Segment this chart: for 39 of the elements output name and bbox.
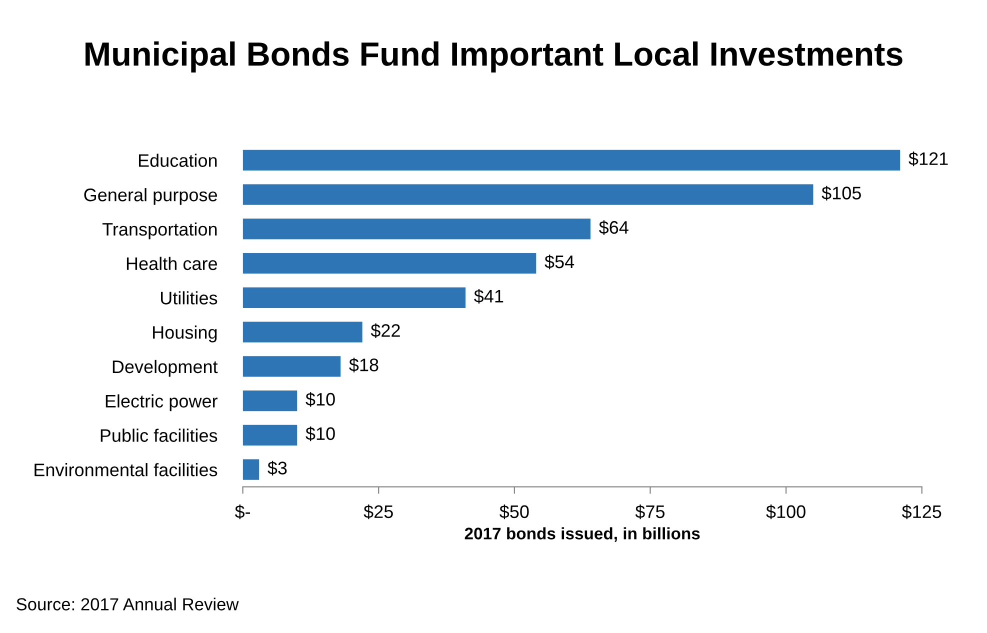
y-tick-label: Housing [153, 326, 217, 342]
data-label: $18 [349, 358, 378, 372]
y-tick-label: Health care [126, 256, 218, 270]
data-label: $54 [544, 254, 574, 270]
data-label: $22 [370, 323, 400, 338]
x-axis-title: 2017 bonds issued, in billions [464, 527, 700, 542]
y-tick-label: Public facilities [100, 428, 218, 442]
y-tick-label: Development [112, 360, 218, 377]
data-label: $3 [268, 460, 287, 476]
x-tick-label: $25 [364, 504, 393, 520]
y-tick-label: Environmental facilities [34, 463, 218, 476]
bar [242, 184, 814, 205]
y-tick-label: Education [138, 154, 217, 167]
y-tick-label: General purpose [84, 188, 218, 205]
data-label: $105 [822, 186, 861, 201]
data-label: $41 [474, 289, 504, 304]
bar [242, 150, 900, 171]
bar [242, 287, 466, 308]
bar [242, 459, 260, 480]
x-tick-label: $125 [902, 504, 942, 520]
data-label: $10 [306, 426, 335, 442]
data-label: $64 [599, 220, 628, 235]
chart-title: Municipal Bonds Fund Important Local Investments [86, 41, 902, 73]
bar [242, 253, 536, 274]
x-tick-label: $75 [635, 504, 665, 520]
bar [242, 424, 298, 446]
x-tick-label: $100 [766, 504, 806, 520]
bar [242, 322, 362, 342]
source-note: Source: 2017 Annual Review [16, 598, 239, 610]
bar [242, 356, 341, 377]
bar [242, 218, 590, 240]
data-label: $121 [908, 152, 948, 166]
y-tick-label: Utilities [161, 291, 218, 304]
data-label: $10 [306, 392, 335, 407]
y-tick-label: Electric power [106, 394, 218, 412]
x-tick-label: $- [234, 504, 250, 520]
x-tick-label: $50 [500, 504, 529, 520]
bar [242, 390, 298, 412]
y-tick-label: Transportation [102, 222, 217, 240]
